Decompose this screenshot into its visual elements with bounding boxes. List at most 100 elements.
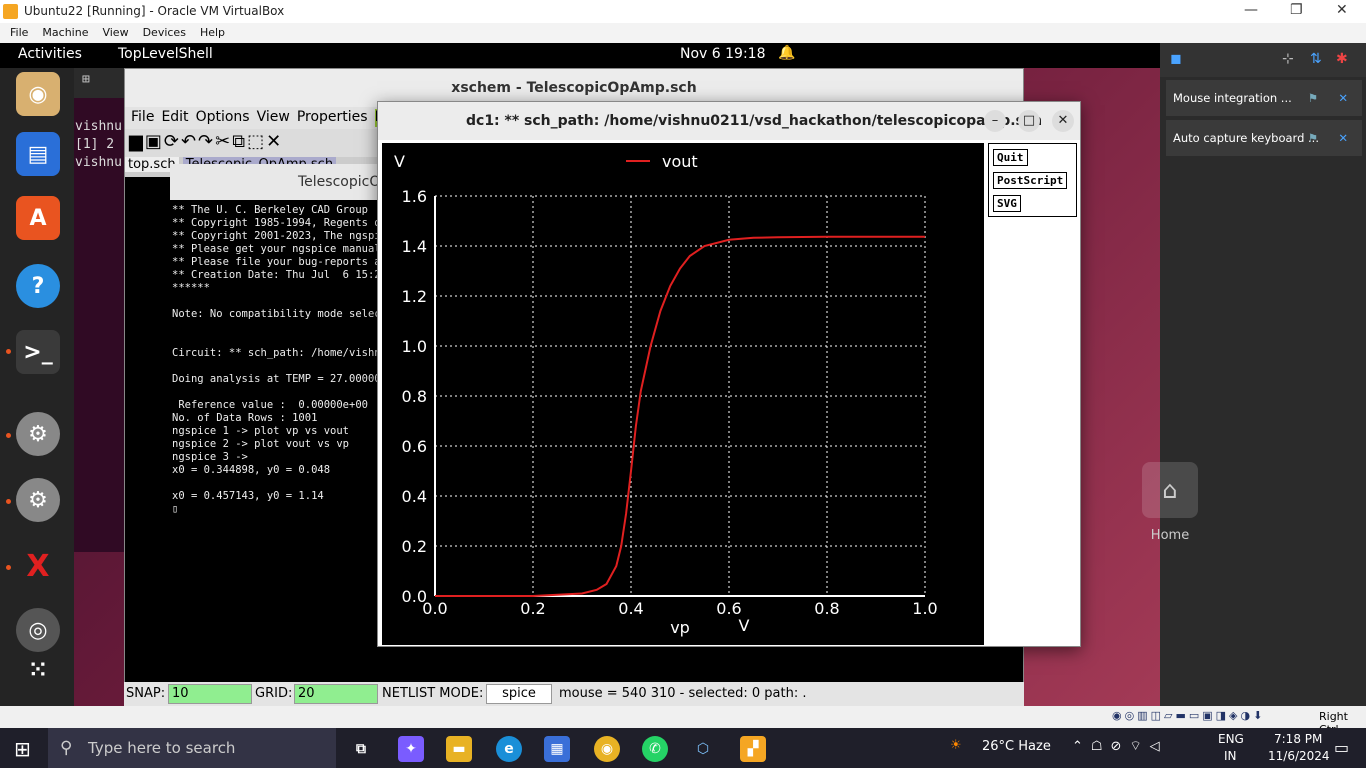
terminal-line: vishnu — [75, 119, 122, 134]
settings-icon[interactable]: ⚙ — [16, 412, 60, 456]
tray-icons[interactable]: ⌃☖⊘⌔◁ — [1072, 739, 1168, 754]
store-icon[interactable]: ▦ — [544, 736, 570, 762]
y-axis-label: V — [394, 152, 405, 171]
edge-icon[interactable]: e — [496, 736, 522, 762]
menu-file[interactable]: File — [10, 26, 29, 39]
virtualbox-taskbar-icon[interactable]: ⬡ — [696, 741, 710, 757]
legend-label: vout — [662, 152, 698, 171]
file-explorer-icon[interactable]: ▬ — [446, 736, 472, 762]
software-icon[interactable]: A — [16, 196, 60, 240]
menu-view[interactable]: View — [102, 26, 129, 39]
close-icon[interactable]: ✕ — [1336, 2, 1348, 18]
search-box[interactable]: ⚲ Type here to search — [48, 728, 336, 768]
bell-icon[interactable]: 🔔 — [778, 45, 796, 61]
clear-icon[interactable]: ✱ — [1336, 51, 1348, 67]
disc-icon[interactable]: ◎ — [16, 608, 60, 652]
restore-icon[interactable]: ❐ — [1290, 2, 1303, 18]
menu-file[interactable]: File — [131, 109, 155, 125]
maximize-icon[interactable]: □ — [1018, 110, 1040, 132]
minimize-icon[interactable]: – — [984, 110, 1006, 132]
x-axis-label: vp — [670, 618, 690, 637]
tab-top[interactable]: top.sch — [125, 157, 179, 172]
dismiss-icon[interactable]: ✕ — [1338, 131, 1348, 145]
help-icon[interactable]: ? — [16, 264, 60, 308]
select-icon[interactable]: ⬚ — [247, 131, 267, 152]
xschem-menubar: File Edit Options View Properties La — [125, 107, 391, 129]
netlist-mode[interactable]: spice — [486, 684, 552, 704]
sort-icon[interactable]: ⇅ — [1310, 51, 1322, 67]
device-icons[interactable]: ◉◎▥◫▱▬▭▣◨◈◑⬇ — [1112, 709, 1266, 722]
weather-text[interactable]: 26°C Haze — [982, 739, 1051, 754]
notification-item[interactable]: Auto capture keyboard ... ⚑ ✕ — [1166, 120, 1362, 156]
quit-button[interactable]: Quit — [993, 149, 1028, 166]
search-placeholder: Type here to search — [88, 739, 236, 757]
whatsapp-icon[interactable]: ✆ — [642, 736, 668, 762]
undo-icon[interactable]: ↶ — [180, 131, 199, 152]
console-line: Doing analysis at TEMP = 27.000000 — [172, 373, 380, 385]
notification-item[interactable]: Mouse integration ... ⚑ ✕ — [1166, 80, 1362, 116]
taskbar-date[interactable]: 11/6/2024 — [1268, 749, 1330, 763]
new-tab-icon[interactable]: ⊞ — [74, 68, 126, 98]
copy-icon[interactable]: ⧉ — [232, 131, 248, 152]
menu-help[interactable]: Help — [199, 26, 226, 39]
y-tick-label: 0.6 — [402, 437, 427, 456]
console-line: Circuit: ** sch_path: /home/vishnu0 — [172, 347, 380, 359]
info-icon[interactable]: ◼ — [1170, 51, 1182, 67]
plot-button-panel: Quit PostScript SVG — [988, 143, 1077, 217]
menu-options[interactable]: Options — [195, 109, 250, 125]
menu-machine[interactable]: Machine — [42, 26, 89, 39]
settings-active-icon[interactable]: ⚙ — [16, 478, 60, 522]
lang-eng[interactable]: ENG — [1218, 732, 1244, 746]
taskbar-time[interactable]: 7:18 PM — [1274, 732, 1323, 746]
svg-button[interactable]: SVG — [993, 195, 1021, 212]
show-apps-icon[interactable]: ⁙ — [28, 657, 48, 683]
reload-icon[interactable]: ⟳ — [163, 131, 181, 152]
task-view-icon[interactable]: ⧉ — [356, 741, 366, 757]
terminal-icon[interactable]: >_ — [16, 330, 60, 374]
save-icon[interactable]: ▣ — [144, 131, 164, 152]
cut-icon[interactable]: ✂ — [215, 131, 233, 152]
menu-edit[interactable]: Edit — [161, 109, 189, 125]
minimize-icon[interactable]: — — [1244, 2, 1258, 18]
netlist-label: NETLIST MODE: — [382, 686, 484, 701]
dismiss-icon[interactable]: ✕ — [1338, 91, 1348, 105]
virtualbox-titlebar: Ubuntu22 [Running] - Oracle VM VirtualBo… — [0, 0, 1366, 23]
snap-label: SNAP: — [126, 686, 166, 701]
pin-icon[interactable]: ⚑ — [1307, 131, 1318, 145]
console-line: ****** — [172, 282, 210, 294]
pin-icon[interactable]: ⚑ — [1307, 91, 1318, 105]
ngspice-console[interactable]: TelescopicO ** The U. C. Berkeley CAD Gr… — [170, 164, 380, 524]
redo-icon[interactable]: ↷ — [198, 131, 216, 152]
chrome-icon[interactable]: ◉ — [594, 736, 620, 762]
virtualbox-menubar: File Machine View Devices Help — [0, 23, 1366, 43]
open-icon[interactable]: ▆ — [129, 131, 145, 152]
activities-button[interactable]: Activities — [18, 46, 82, 62]
virtualbox-icon — [3, 4, 18, 19]
clock[interactable]: Nov 6 19:18 — [680, 46, 766, 62]
network-icon[interactable]: ⊹ — [1282, 51, 1294, 67]
terminal-window[interactable]: ⊞ vishnu [1] 2 vishnu — [74, 68, 126, 552]
xschem-icon[interactable]: X — [26, 548, 50, 584]
home-desktop-icon[interactable]: ⌂ Home — [1140, 462, 1200, 552]
grid-field[interactable]: 20 — [294, 684, 378, 704]
console-line: Note: No compatibility mode selecte — [172, 308, 380, 320]
copilot-icon[interactable]: ✦ — [398, 736, 424, 762]
app-menu[interactable]: TopLevelShell — [118, 46, 213, 62]
writer-icon[interactable]: ▤ — [16, 132, 60, 176]
delete-icon[interactable]: ✕ — [266, 131, 284, 152]
snap-field[interactable]: 10 — [168, 684, 252, 704]
menu-properties[interactable]: Properties — [296, 109, 368, 125]
ubuntu-vm-icon[interactable]: ▞ — [740, 736, 766, 762]
menu-devices[interactable]: Devices — [142, 26, 186, 39]
lang-in[interactable]: IN — [1224, 749, 1237, 763]
menu-view[interactable]: View — [256, 109, 290, 125]
close-icon[interactable]: ✕ — [1052, 110, 1074, 132]
grid-label: GRID: — [255, 686, 293, 701]
postscript-button[interactable]: PostScript — [993, 172, 1068, 189]
window-title: Ubuntu22 [Running] - Oracle VM VirtualBo… — [24, 4, 285, 18]
rhythmbox-icon[interactable]: ◉ — [16, 72, 60, 116]
windows-start-icon[interactable]: ⊞ — [14, 737, 31, 761]
plot-area[interactable]: 0.0 0.2 0.4 0.6 0.8 1.0 0.0 0.2 0.4 0.6 0.8 1.0 1.2 1… — [382, 143, 984, 645]
notification-center-icon[interactable]: ▭ — [1334, 738, 1350, 757]
x-tick-label: 0.6 — [716, 599, 741, 618]
